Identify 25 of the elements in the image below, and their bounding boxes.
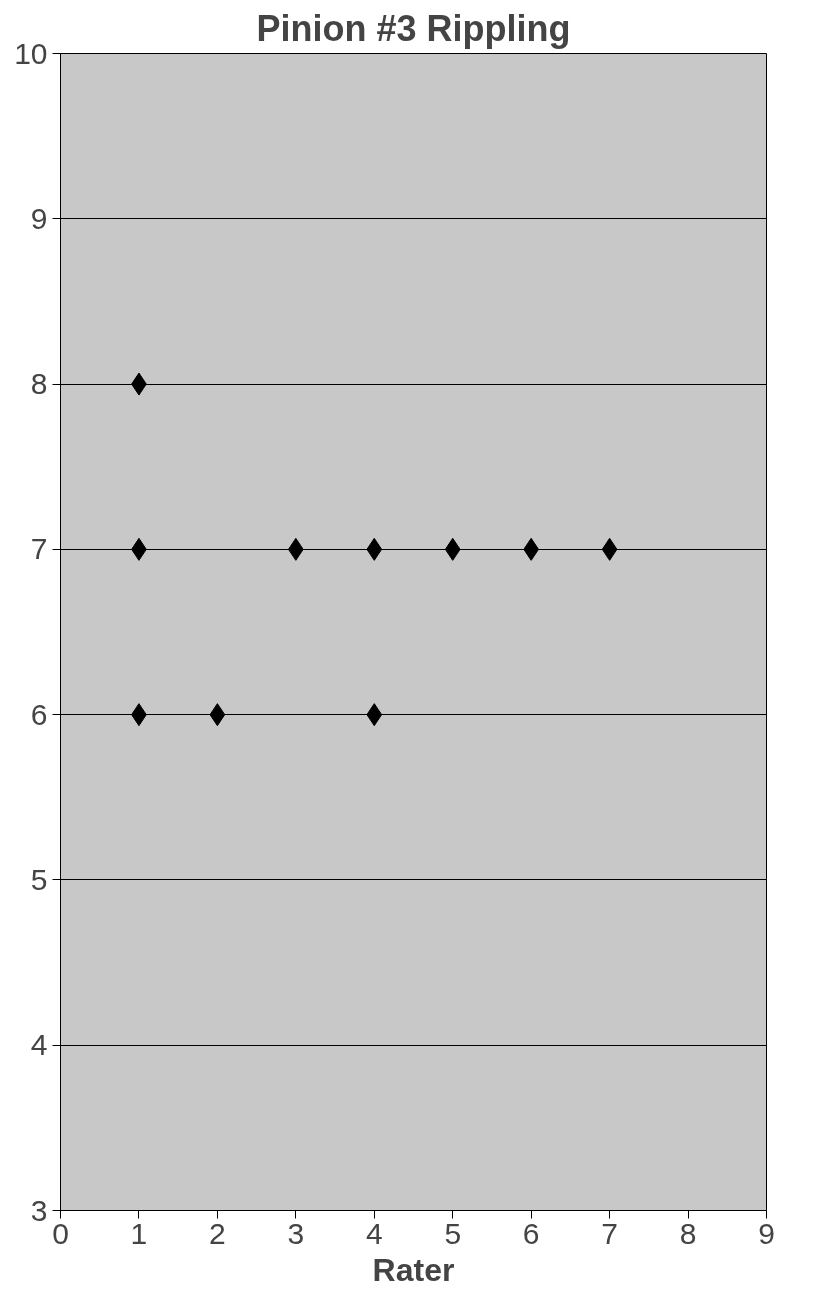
y-tick-label: 8 [30, 367, 48, 401]
x-tick-label: 7 [601, 1216, 618, 1250]
y-tick-label: 7 [30, 532, 48, 566]
point [444, 537, 461, 561]
y-tick-label: 6 [30, 697, 48, 731]
point [601, 537, 618, 561]
x-tick-label: 3 [287, 1216, 305, 1250]
x-tick-label: 4 [365, 1216, 383, 1250]
x-tick-label: 9 [758, 1216, 775, 1250]
x-tick-label: 0 [52, 1216, 69, 1250]
y-tick-label: 5 [30, 862, 48, 896]
y-tick-label: 3 [30, 1193, 48, 1227]
point [366, 537, 383, 561]
x-tick-label: 8 [679, 1216, 697, 1250]
y-tick-label: 4 [30, 1028, 48, 1062]
x-tick-label: 1 [130, 1216, 148, 1250]
chart-title: Pinion #3 Rippling [256, 7, 571, 49]
y-tick-label: 10 [14, 36, 48, 70]
y-tick-label: 9 [30, 201, 48, 235]
point [366, 703, 383, 727]
x-tick-label: 2 [209, 1216, 226, 1250]
x-tick-label: 5 [444, 1216, 462, 1250]
x-axis-title: Rater [372, 1251, 455, 1288]
x-tick-label: 6 [522, 1216, 540, 1250]
point [209, 703, 226, 727]
